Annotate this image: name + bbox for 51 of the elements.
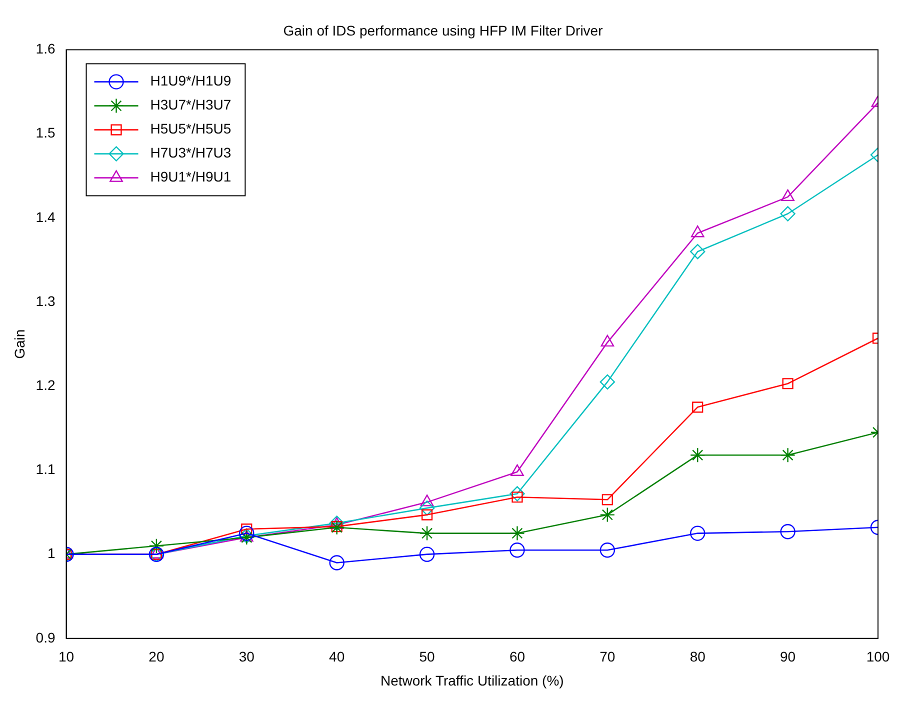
point [600, 374, 616, 390]
y-axis-title: Gain [11, 329, 28, 359]
x-tick-label: 60 [509, 648, 526, 665]
point [600, 334, 614, 347]
point [780, 206, 796, 222]
legend-label: H3U7*/H3U7 [150, 96, 232, 113]
point [602, 494, 613, 506]
y-tick-label: 1.4 [36, 208, 56, 225]
point [148, 538, 164, 554]
y-tick-label: 0.9 [36, 629, 56, 646]
point [510, 526, 525, 541]
x-tick-label: 80 [690, 648, 706, 665]
point [782, 378, 794, 390]
point [510, 486, 525, 502]
y-tick-label: 1.2 [36, 377, 56, 393]
point [510, 542, 525, 558]
x-tick-label: 100 [866, 648, 890, 665]
point [329, 520, 344, 536]
point [329, 555, 344, 570]
x-tick-label: 90 [780, 648, 796, 665]
chart-title: Gain of IDS performance using HFP IM Filter Driver [283, 22, 604, 38]
y-tick-label: 1.6 [36, 40, 56, 57]
point [780, 524, 796, 540]
point [781, 189, 794, 202]
y-tick-label: 1.1 [36, 461, 56, 478]
y-tick-label: 1.5 [36, 124, 56, 141]
point [419, 526, 435, 541]
legend-label: H9U1*/H9U1 [150, 168, 232, 185]
y-tick-label: 1.3 [36, 292, 56, 309]
x-tick-label: 40 [329, 648, 345, 665]
x-tick-label: 70 [600, 648, 616, 665]
point [692, 402, 704, 413]
x-tick-label: 50 [419, 648, 436, 665]
x-tick-label: 10 [58, 648, 74, 665]
point [780, 447, 796, 463]
x-tick-label: 20 [148, 648, 164, 665]
point [600, 507, 616, 522]
point [690, 244, 706, 260]
legend-label: H5U5*/H5U5 [150, 120, 232, 137]
x-tick-label: 30 [238, 648, 255, 665]
point [600, 542, 616, 558]
point [690, 226, 704, 238]
x-axis-title: Network Traffic Utilization (%) [380, 672, 564, 688]
point [421, 509, 433, 520]
point [419, 500, 435, 516]
y-tick-label: 1 [47, 545, 56, 562]
legend-label: H1U9*/H1U9 [150, 72, 232, 89]
legend-label: H7U3*/H7U3 [150, 144, 232, 161]
point [690, 526, 706, 541]
point [419, 546, 435, 562]
point [690, 447, 706, 463]
